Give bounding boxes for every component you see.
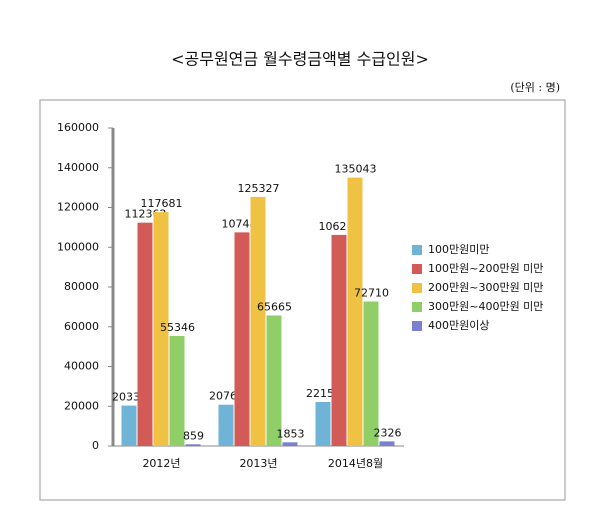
bar bbox=[331, 234, 347, 446]
chart-title: <공무원연금 월수령금액별 수급인원> bbox=[171, 50, 429, 69]
bar bbox=[121, 405, 137, 446]
legend-label: 300만원~400만원 미만 bbox=[428, 300, 543, 313]
x-tick-label: 2012년 bbox=[142, 457, 180, 470]
y-tick-label: 120000 bbox=[57, 201, 99, 214]
data-label: 135043 bbox=[335, 163, 377, 176]
bar bbox=[169, 335, 185, 446]
data-label: 125327 bbox=[238, 182, 280, 195]
bar bbox=[282, 442, 298, 446]
bar bbox=[363, 301, 379, 446]
bar bbox=[234, 232, 250, 446]
bar bbox=[185, 444, 201, 446]
data-label: 117681 bbox=[141, 197, 183, 210]
legend-label: 100만원미만 bbox=[428, 243, 489, 256]
bar bbox=[266, 315, 282, 446]
chart-frame bbox=[39, 99, 566, 501]
y-tick-label: 100000 bbox=[57, 240, 99, 253]
y-tick-label: 40000 bbox=[64, 360, 99, 373]
legend-swatch bbox=[412, 264, 422, 274]
bar bbox=[315, 401, 331, 446]
data-label: 1853 bbox=[277, 427, 305, 440]
data-label: 859 bbox=[183, 429, 204, 442]
y-tick-label: 160000 bbox=[57, 121, 99, 134]
legend-swatch bbox=[412, 245, 422, 255]
y-tick-label: 60000 bbox=[64, 320, 99, 333]
bar bbox=[153, 212, 169, 446]
legend-swatch bbox=[412, 283, 422, 293]
y-tick-label: 80000 bbox=[64, 280, 99, 293]
y-tick-label: 20000 bbox=[64, 399, 99, 412]
x-tick-label: 2013년 bbox=[239, 457, 277, 470]
bar bbox=[347, 177, 363, 446]
bar bbox=[137, 222, 153, 446]
legend-label: 400만원이상 bbox=[428, 319, 489, 332]
data-label: 2326 bbox=[374, 426, 402, 439]
unit-note: (단위 : 명) bbox=[510, 81, 560, 94]
data-label: 65665 bbox=[257, 300, 292, 313]
data-label: 72710 bbox=[354, 286, 389, 299]
legend-swatch bbox=[412, 321, 422, 331]
data-label: 55346 bbox=[160, 321, 195, 334]
x-tick-label: 2014년8월 bbox=[328, 457, 383, 470]
y-tick-label: 140000 bbox=[57, 161, 99, 174]
bar bbox=[379, 441, 395, 446]
legend-label: 200만원~300만원 미만 bbox=[428, 281, 543, 294]
y-tick-label: 0 bbox=[92, 439, 99, 452]
bar bbox=[218, 404, 234, 446]
bar bbox=[250, 196, 266, 446]
legend-label: 100만원~200만원 미만 bbox=[428, 262, 543, 275]
legend-swatch bbox=[412, 302, 422, 312]
